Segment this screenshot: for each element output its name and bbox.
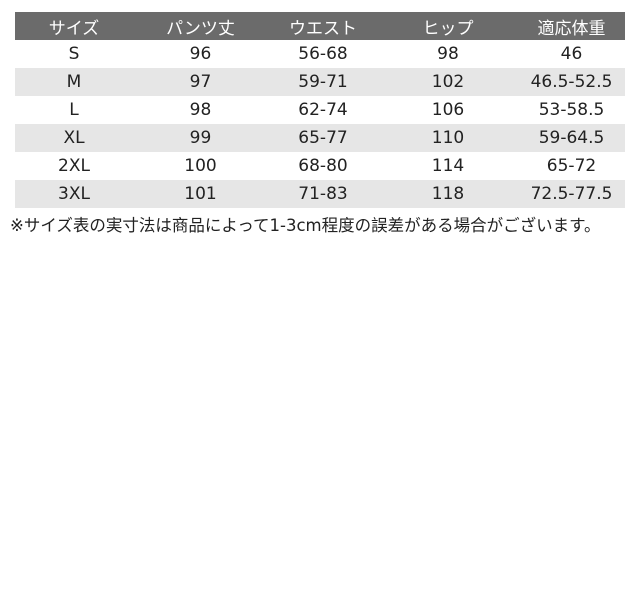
table-row: 3XL 101 71-83 118 72.5-77.5 (15, 180, 625, 208)
header-row: サイズ パンツ丈 ウエスト ヒップ 適応体重 (15, 12, 625, 40)
header-weight: 適応体重 (518, 12, 625, 40)
table-cell: S (68, 44, 80, 64)
table-cell: 98 (189, 100, 212, 120)
table-cell: 100 (184, 156, 217, 176)
table-cell: 118 (378, 180, 518, 208)
table-cell: 110 (378, 124, 518, 152)
table-cell: 71-83 (268, 180, 378, 208)
header-waist: ウエスト (268, 12, 378, 40)
size-table: サイズ パンツ丈 ウエスト ヒップ 適応体重 S 96 56-68 98 46 M 97 59… (15, 12, 625, 208)
table-cell: 65-77 (268, 124, 378, 152)
table-cell: 114 (431, 156, 465, 176)
table-cell: M (15, 68, 133, 96)
table-row: S 96 56-68 98 46 (15, 40, 625, 68)
size-note: ※サイズ表の実寸法は商品によって1-3cm程度の誤差がある場合がございます。 (10, 216, 601, 235)
table-row: M 97 59-71 102 46.5-52.5 (15, 68, 625, 96)
table-cell: L (69, 100, 79, 120)
table-cell: 62-74 (298, 100, 348, 120)
table-cell: 53-58.5 (538, 100, 605, 120)
table-cell: 96 (189, 44, 212, 64)
table-cell: 59-64.5 (518, 124, 625, 152)
table-cell: 97 (133, 68, 268, 96)
header-hip: ヒップ (378, 12, 518, 40)
table-row: 2XL 100 68-80 114 65-72 (15, 152, 625, 180)
table-row: XL 99 65-77 110 59-64.5 (15, 124, 625, 152)
table-cell: XL (15, 124, 133, 152)
table-cell: 46 (560, 44, 583, 64)
table-cell: 3XL (15, 180, 133, 208)
header-length: パンツ丈 (133, 12, 268, 40)
table-cell: 65-72 (546, 156, 597, 176)
table-cell: 68-80 (298, 156, 348, 176)
table-cell: 56-68 (298, 44, 348, 64)
table-cell: 59-71 (268, 68, 378, 96)
table-cell: 101 (133, 180, 268, 208)
table-cell: 106 (431, 100, 465, 120)
table-cell: 2XL (58, 156, 90, 176)
table-cell: 99 (133, 124, 268, 152)
header-size: サイズ (15, 12, 133, 40)
table-cell: 98 (437, 44, 459, 64)
table-cell: 102 (378, 68, 518, 96)
table-cell: 46.5-52.5 (518, 68, 625, 96)
table-cell: 72.5-77.5 (518, 180, 625, 208)
table-row: L 98 62-74 106 53-58.5 (15, 96, 625, 124)
